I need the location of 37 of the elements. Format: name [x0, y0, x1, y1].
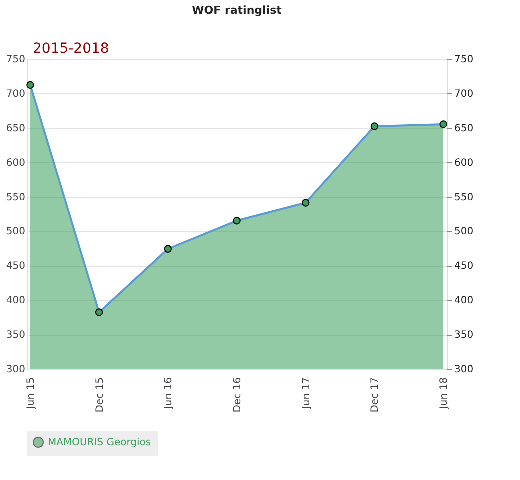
point — [440, 120, 448, 128]
y2-tick-label: 500 — [454, 226, 474, 238]
y2-tick-label: 600 — [454, 158, 474, 169]
text: 2015-2018 — [33, 41, 110, 57]
point — [164, 245, 172, 253]
x-tick-label: Jun 18 — [439, 378, 450, 410]
y-tick-label: 300 — [6, 364, 26, 376]
y2-tick-label: 550 — [454, 192, 474, 204]
y2-tick-label: 700 — [454, 88, 474, 100]
point — [302, 199, 310, 207]
y-tick-label: 400 — [6, 296, 26, 307]
x-tick-label: Dec 17 — [370, 378, 382, 413]
point — [370, 122, 379, 130]
x-tick-label: Dec 16 — [232, 378, 244, 413]
y2-tick-label: 750 — [454, 54, 474, 66]
x-tick-label: Jun 17 — [301, 378, 312, 410]
y-tick-label: 650 — [6, 123, 26, 134]
y-tick-label: 700 — [6, 88, 26, 100]
y2-tick-label: 650 — [454, 123, 474, 134]
point — [233, 217, 241, 225]
x-tick-label: Jun 15 — [26, 378, 37, 410]
y2-tick-label: 450 — [454, 261, 474, 272]
y-tick-label: 600 — [6, 158, 26, 169]
point — [26, 81, 34, 90]
y2-tick-label: 300 — [454, 364, 474, 376]
x-tick-label: Dec 15 — [94, 378, 106, 413]
chart-title: WOF ratinglist — [192, 4, 282, 17]
legend-label: MAMOURIS Georgios — [48, 438, 152, 448]
y-tick-label: 350 — [6, 330, 26, 342]
y-tick-label: 750 — [6, 54, 26, 66]
y-tick-label: 450 — [6, 261, 26, 272]
x-tick-label: Jun 16 — [164, 378, 175, 410]
y2-tick-label: 350 — [454, 330, 474, 342]
y-tick-label: 550 — [6, 192, 26, 204]
y2-tick-label: 400 — [454, 296, 474, 307]
point — [95, 308, 104, 316]
y-tick-label: 500 — [6, 226, 26, 238]
